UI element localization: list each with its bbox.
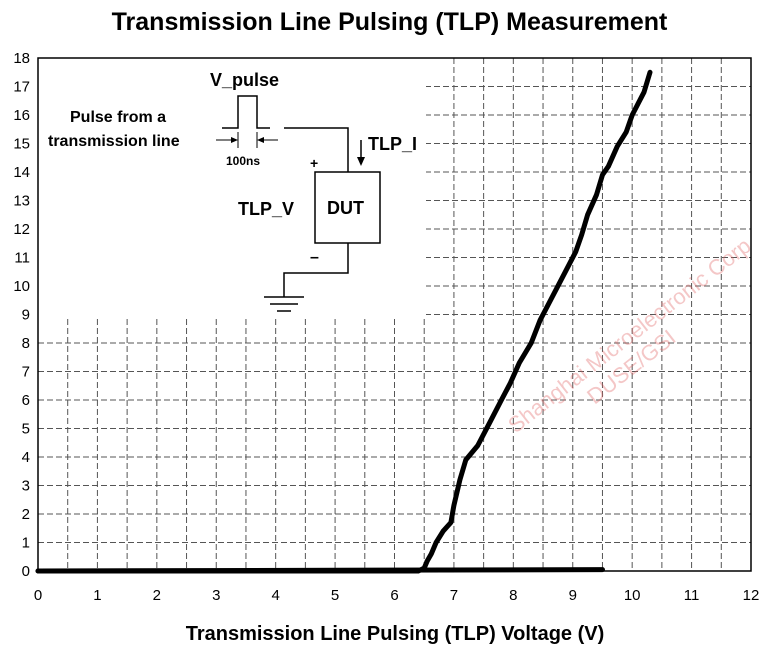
x-tick-label: 12: [743, 587, 760, 604]
y-tick-label: 16: [13, 107, 30, 124]
y-tick-label: 13: [13, 193, 30, 210]
y-tick-label: 15: [13, 136, 30, 153]
tick-labels: 0 1 2 3 4 5 6 7 8 9 10 11 12012345678910111213141516…: [13, 50, 759, 604]
y-tick-label: 6: [22, 392, 30, 409]
wire-top: [284, 127, 349, 172]
x-tick-label: 6: [390, 587, 398, 604]
minus-sign: –: [310, 249, 319, 266]
y-tick-label: 17: [13, 79, 30, 96]
width-arrowhead-right: [257, 137, 264, 143]
x-tick-label: 1: [93, 587, 101, 604]
inset-circuit-diagram: V_pulse Pulse from a transmission line 1…: [38, 50, 426, 317]
y-tick-label: 1: [22, 535, 30, 552]
pulse-label: V_pulse: [210, 70, 279, 90]
y-tick-label: 18: [13, 50, 30, 67]
x-tick-label: 4: [271, 587, 279, 604]
wire-bottom: [283, 243, 349, 297]
x-axis-label: Transmission Line Pulsing (TLP) Voltage …: [185, 623, 605, 645]
y-tick-label: 7: [22, 364, 30, 381]
x-tick-label: 10: [624, 587, 641, 604]
pulse-waveform: [222, 95, 270, 129]
current-label: TLP_I: [368, 134, 417, 154]
current-arrowhead: [357, 157, 365, 166]
x-tick-label: 2: [153, 587, 161, 604]
x-tick-label: 11: [684, 587, 700, 604]
y-tick-label: 9: [22, 307, 30, 324]
y-tick-label: 12: [13, 221, 30, 238]
y-tick-label: 10: [13, 278, 30, 295]
y-tick-label: 3: [22, 478, 30, 495]
y-tick-label: 14: [13, 164, 30, 181]
dut-box: [314, 171, 381, 244]
chart-title: Transmission Line Pulsing (TLP) Measurem…: [111, 8, 668, 36]
plus-sign: +: [310, 155, 318, 171]
y-tick-label: 8: [22, 335, 30, 352]
source-label-line2: transmission line: [48, 133, 180, 150]
y-tick-label: 11: [14, 250, 30, 267]
y-tick-label: 4: [22, 449, 30, 466]
x-tick-label: 8: [509, 587, 517, 604]
y-tick-label: 2: [22, 506, 30, 523]
x-tick-label: 7: [450, 587, 458, 604]
width-label: 100ns: [226, 154, 260, 168]
x-tick-label: 9: [569, 587, 577, 604]
source-label-line1: Pulse from a: [70, 109, 166, 126]
y-tick-label: 5: [22, 421, 30, 438]
series-line: [35, 69, 653, 574]
series-layer: [35, 69, 653, 574]
series-line: [35, 567, 605, 574]
dut-label: DUT: [327, 198, 364, 218]
watermark-line-1: Shanghai Microelectronic Corp: [503, 233, 755, 438]
x-tick-label: 0: [34, 587, 42, 604]
voltage-label: TLP_V: [238, 199, 294, 219]
width-arrowhead-left: [231, 137, 238, 143]
y-tick-label: 0: [22, 563, 30, 580]
x-tick-label: 5: [331, 587, 339, 604]
x-tick-label: 3: [212, 587, 220, 604]
